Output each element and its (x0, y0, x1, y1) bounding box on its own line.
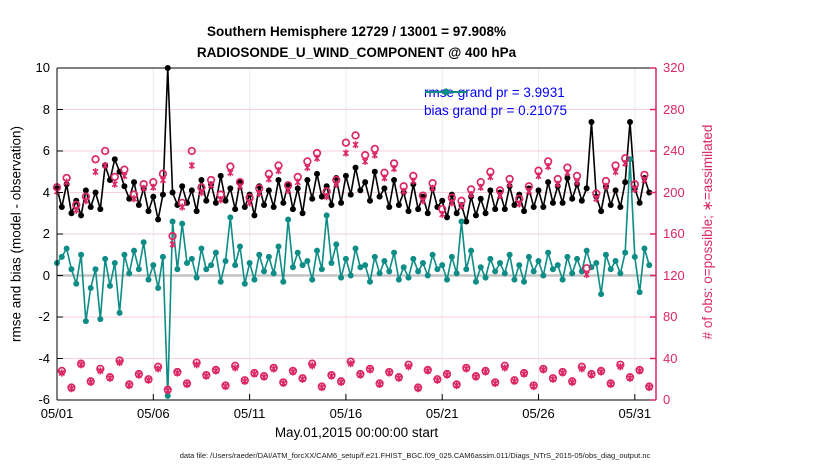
y-left-tick-label: 0 (42, 267, 50, 283)
y-right-tick-label: 80 (663, 309, 678, 324)
x-tick-label: 05/16 (329, 406, 363, 421)
y-left-tick-label: 10 (35, 60, 50, 75)
x-tick-label: 05/31 (618, 406, 652, 421)
legend-entry-bias: bias grand pr = 0.21075 (424, 88, 567, 119)
y-left-tick-label: -6 (38, 392, 50, 407)
y-right-tick-label: 200 (663, 184, 685, 200)
y-left-tick-label: 4 (42, 184, 50, 200)
y-left-tick-label: 6 (42, 143, 50, 158)
y-right-tick-label: 280 (663, 101, 685, 117)
page-title: Southern Hemisphere 12729 / 13001 = 97.9… (206, 24, 507, 39)
legend: rmse grand pr = 3.9931 bias grand pr = 0… (424, 83, 567, 119)
y-left-tick-label: 8 (42, 101, 50, 117)
y-right-tick-label: 160 (663, 226, 685, 241)
page-subtitle: RADIOSONDE_U_WIND_COMPONENT @ 400 hPa (196, 45, 517, 60)
y-right-tick-label: 0 (663, 392, 671, 407)
bias-series (54, 156, 653, 399)
y-right-tick-label: 240 (663, 143, 685, 158)
y-right-tick-label: 120 (663, 267, 685, 283)
y-right-tick-label: 40 (663, 350, 678, 366)
legend-label-rmse: rmse grand pr = 3.9931 (424, 84, 565, 100)
x-axis-label: May.01,2015 00:00:00 start (274, 425, 439, 440)
y-left-tick-label: -2 (38, 309, 50, 324)
x-tick-label: 05/26 (522, 406, 555, 421)
data-file-note: data file: /Users/raeder/DAI/ATM_forcXX/… (179, 451, 651, 460)
x-tick-label: 05/21 (425, 406, 459, 421)
bias-legend-swatch (425, 88, 467, 96)
plot-axes (56, 67, 657, 401)
y-left-tick-label: 2 (42, 226, 50, 241)
y-left-tick-label: -4 (38, 350, 50, 366)
y-right-tick-label: 320 (663, 60, 685, 75)
x-tick-label: 05/01 (40, 406, 74, 421)
x-tick-label: 05/06 (137, 406, 170, 421)
x-tick-label: 05/11 (233, 406, 266, 421)
legend-label-bias: bias grand pr = 0.21075 (424, 102, 567, 118)
assimilated-series (53, 141, 653, 395)
